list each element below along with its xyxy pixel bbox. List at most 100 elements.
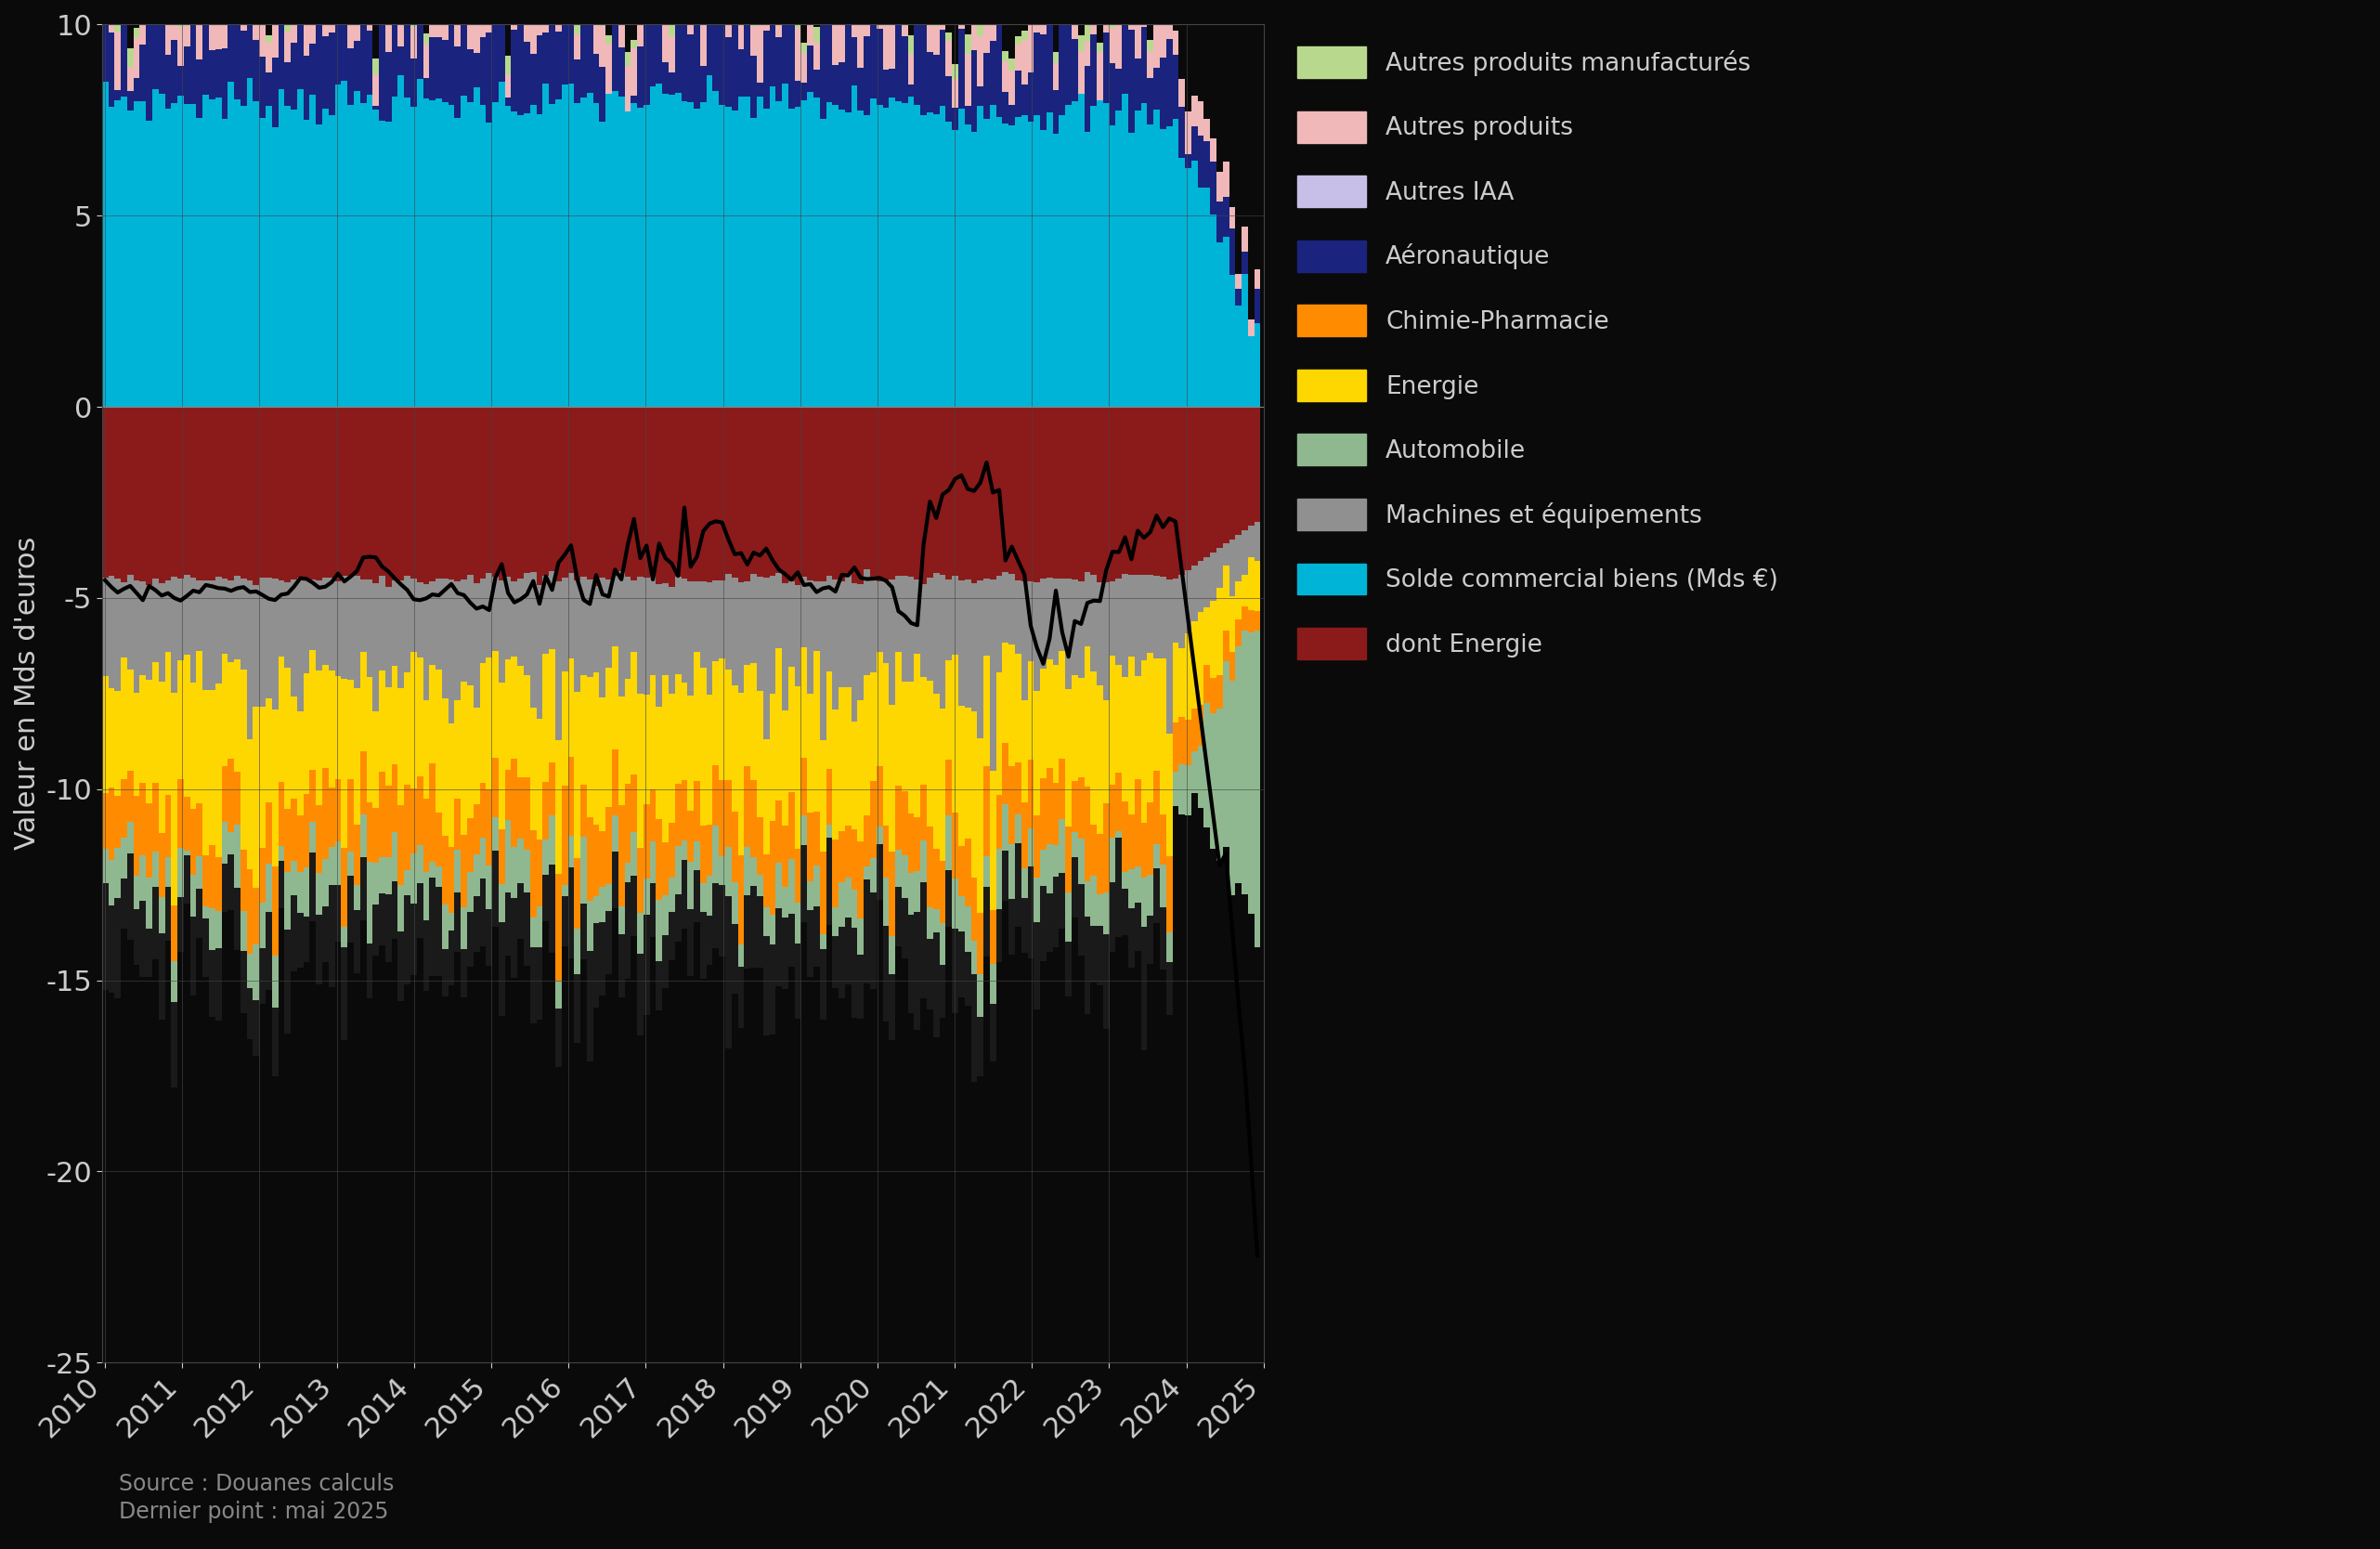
Bar xyxy=(1052,578,1059,665)
Bar xyxy=(750,26,757,56)
Bar xyxy=(776,647,783,801)
Bar xyxy=(190,683,195,809)
Bar xyxy=(921,20,926,115)
Bar xyxy=(393,3,397,96)
Bar xyxy=(643,915,650,1015)
Bar xyxy=(826,23,833,102)
Bar xyxy=(876,826,883,844)
Bar xyxy=(424,98,428,407)
Bar xyxy=(669,587,676,694)
Bar xyxy=(493,816,497,850)
Bar xyxy=(328,8,336,33)
Bar xyxy=(574,104,581,407)
Bar xyxy=(574,17,581,34)
Bar xyxy=(719,407,726,581)
Bar xyxy=(593,0,600,5)
Bar xyxy=(126,575,133,669)
Bar xyxy=(826,576,833,671)
Bar xyxy=(907,682,914,813)
Bar xyxy=(926,51,933,113)
Bar xyxy=(486,407,493,573)
Bar xyxy=(864,866,871,880)
Bar xyxy=(871,8,876,99)
Bar xyxy=(1033,878,1040,923)
Bar xyxy=(1109,785,1116,838)
Bar xyxy=(1121,94,1128,407)
Bar xyxy=(745,767,750,847)
Bar xyxy=(1097,894,1102,926)
Bar xyxy=(807,0,814,45)
Bar xyxy=(1040,5,1047,34)
Bar xyxy=(1047,578,1052,660)
Bar xyxy=(1223,237,1228,407)
Bar xyxy=(267,912,271,990)
Bar xyxy=(783,584,788,711)
Bar xyxy=(588,93,593,407)
Bar xyxy=(290,861,298,895)
Bar xyxy=(228,661,233,759)
Bar xyxy=(278,782,286,846)
Bar xyxy=(486,33,493,122)
Bar xyxy=(933,15,940,26)
Bar xyxy=(1228,276,1235,407)
Bar xyxy=(505,770,512,821)
Bar xyxy=(914,871,921,912)
Bar xyxy=(940,0,945,3)
Bar xyxy=(114,691,121,796)
Bar xyxy=(183,46,190,104)
Bar xyxy=(807,911,814,977)
Bar xyxy=(367,31,374,94)
Bar xyxy=(619,805,624,906)
Bar xyxy=(455,798,462,849)
Bar xyxy=(1216,201,1223,242)
Bar xyxy=(1033,582,1040,691)
Bar xyxy=(695,407,700,581)
Bar xyxy=(512,847,516,898)
Bar xyxy=(114,579,121,691)
Bar xyxy=(267,864,271,912)
Bar xyxy=(574,59,581,104)
Bar xyxy=(921,785,926,841)
Bar xyxy=(164,108,171,407)
Bar xyxy=(1071,39,1078,101)
Bar xyxy=(1102,104,1109,407)
Bar xyxy=(102,82,107,407)
Bar xyxy=(447,407,455,579)
Bar xyxy=(800,82,807,101)
Bar xyxy=(1154,867,1159,923)
Bar xyxy=(1178,717,1185,764)
Bar xyxy=(631,652,638,774)
Bar xyxy=(443,579,447,699)
Bar xyxy=(1121,575,1128,677)
Bar xyxy=(814,407,819,581)
Bar xyxy=(309,43,317,94)
Bar xyxy=(555,0,562,6)
Bar xyxy=(355,576,359,688)
Bar xyxy=(600,578,605,697)
Bar xyxy=(436,0,443,37)
Bar xyxy=(336,779,340,841)
Bar xyxy=(1040,34,1047,130)
Bar xyxy=(1228,407,1235,539)
Bar xyxy=(462,682,466,835)
Bar xyxy=(516,778,524,838)
Bar xyxy=(486,0,493,33)
Bar xyxy=(405,785,409,871)
Bar xyxy=(719,886,726,956)
Bar xyxy=(1159,129,1166,407)
Bar xyxy=(769,821,776,914)
Bar xyxy=(676,407,681,576)
Bar xyxy=(605,807,612,884)
Bar xyxy=(374,407,378,584)
Bar xyxy=(512,0,516,29)
Bar xyxy=(726,407,731,573)
Bar xyxy=(876,765,883,826)
Bar xyxy=(952,928,959,1013)
Bar xyxy=(531,407,536,572)
Bar xyxy=(409,579,416,652)
Bar xyxy=(764,936,769,1035)
Bar xyxy=(819,3,826,118)
Bar xyxy=(443,699,447,835)
Bar xyxy=(783,407,788,584)
Bar xyxy=(1185,169,1192,407)
